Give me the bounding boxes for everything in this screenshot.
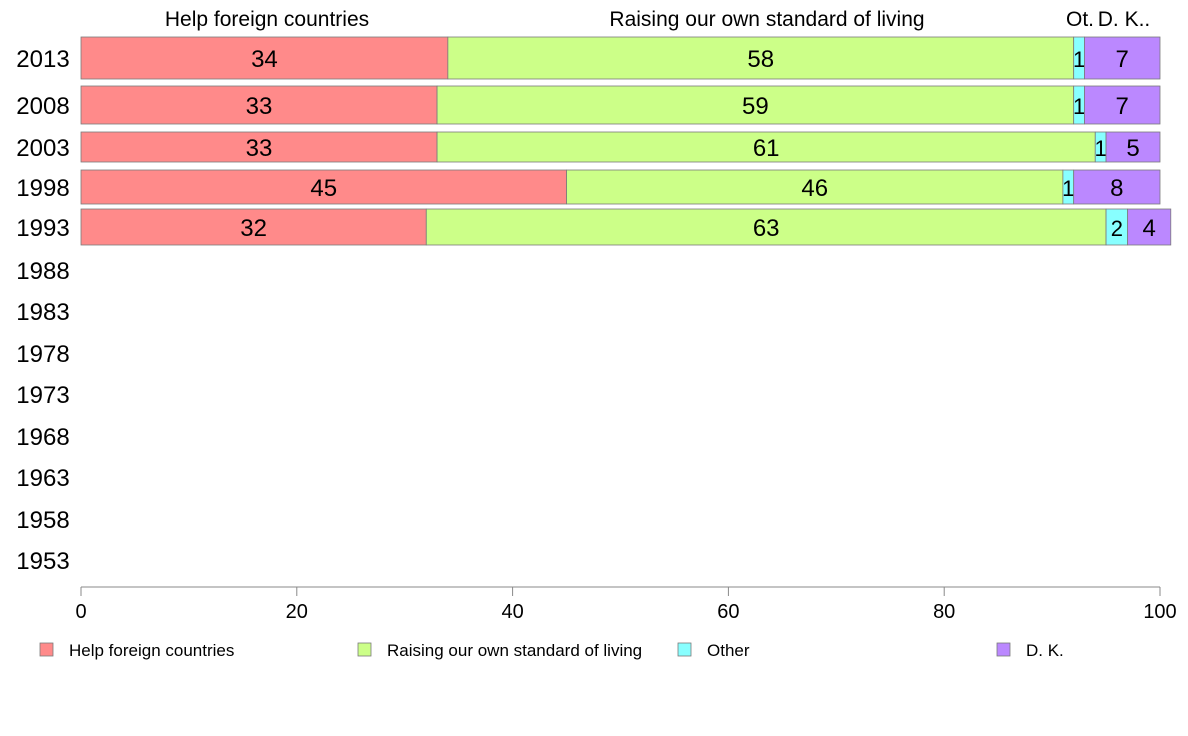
year-label-1983: 1983 [16,299,69,326]
bar-value-label-2008-1: 59 [742,93,769,120]
bar-value-label-1998-2: 1 [1062,176,1074,201]
bar-value-label-2008-3: 7 [1116,93,1129,120]
bar-segment-1993-0 [80,208,427,246]
top-series-labels: Help foreign countries Raising our own st… [165,8,1150,31]
year-label-2013: 2013 [16,46,69,73]
x-tick-label-40: 40 [501,601,523,623]
bar-segment-2003-1 [436,131,1096,163]
bars: 34 58 1 733 59 1 733 61 1 545 46 1 832 63 2 4 [80,36,1172,246]
year-label-1978: 1978 [16,341,69,368]
bar-value-label-1993-2: 2 [1111,216,1123,241]
x-tick-label-20: 20 [286,601,308,623]
bar-segment-2008-1 [436,85,1075,125]
bar-value-label-2008-2: 1 [1073,94,1085,119]
legend-swatch-2 [677,642,692,657]
year-label-2008: 2008 [16,93,69,120]
bar-value-label-1993-3: 4 [1143,215,1156,242]
bar-segment-1998-1 [566,169,1064,205]
legend-label-0: Help foreign countries [69,641,234,660]
bar-value-label-2013-1: 58 [747,46,774,73]
legend-swatch-1 [357,642,372,657]
legend-swatch-3 [996,642,1011,657]
top-label-0: Help foreign countries [165,8,369,31]
top-label-3: D. K.. [1098,8,1151,31]
x-tick-label-100: 100 [1143,601,1176,623]
bar-segment-2013-0 [80,36,449,80]
year-label-1973: 1973 [16,382,69,409]
bar-segment-1993-1 [425,208,1107,246]
top-label-2: Ot. [1066,8,1094,31]
legend: Help foreign countries Raising our own st… [39,641,1064,660]
bar-segment-1998-0 [80,169,567,205]
bar-segment-1993-3 [1127,208,1172,246]
bar-segment-2008-3 [1084,85,1161,125]
bar-value-label-2008-0: 33 [246,93,273,120]
bar-segment-2003-3 [1105,131,1161,163]
bar-segment-1998-3 [1073,169,1161,205]
year-label-2003: 2003 [16,135,69,162]
legend-label-3: D. K. [1026,641,1064,660]
bar-value-label-1993-0: 32 [240,215,267,242]
bar-value-label-2013-3: 7 [1116,46,1129,73]
year-label-1998: 1998 [16,175,69,202]
year-label-1968: 1968 [16,424,69,451]
bar-value-label-1998-1: 46 [801,175,828,202]
top-label-1: Raising our own standard of living [609,8,924,31]
bar-value-label-1998-0: 45 [310,175,337,202]
legend-label-2: Other [707,641,750,660]
bar-value-label-2003-3: 5 [1126,135,1139,162]
x-tick-label-60: 60 [717,601,739,623]
year-axis-labels: 2013 2008 2003 1998 1993 1988 1983 1978 1973 1968… [16,46,69,575]
bar-segment-2013-1 [447,36,1075,80]
legend-label-1: Raising our own standard of living [387,641,642,660]
x-tick-label-0: 0 [75,601,86,623]
year-label-1988: 1988 [16,258,69,285]
year-label-1953: 1953 [16,548,69,575]
bar-value-label-2003-1: 61 [753,135,780,162]
x-tick-label-80: 80 [933,601,955,623]
bar-value-label-2013-0: 34 [251,46,278,73]
year-label-1958: 1958 [16,507,69,534]
year-label-1963: 1963 [16,465,69,492]
bar-value-label-2003-2: 1 [1095,136,1107,161]
bar-segment-2003-0 [80,131,438,163]
bar-value-label-2003-0: 33 [246,135,273,162]
bar-value-label-1993-1: 63 [753,215,780,242]
bar-value-label-1998-3: 8 [1110,175,1123,202]
bar-segment-2013-3 [1084,36,1161,80]
x-axis: 0 20 40 60 80 100 [75,586,1177,623]
bar-value-label-2013-2: 1 [1073,47,1085,72]
year-label-1993: 1993 [16,215,69,242]
legend-swatch-0 [39,642,54,657]
